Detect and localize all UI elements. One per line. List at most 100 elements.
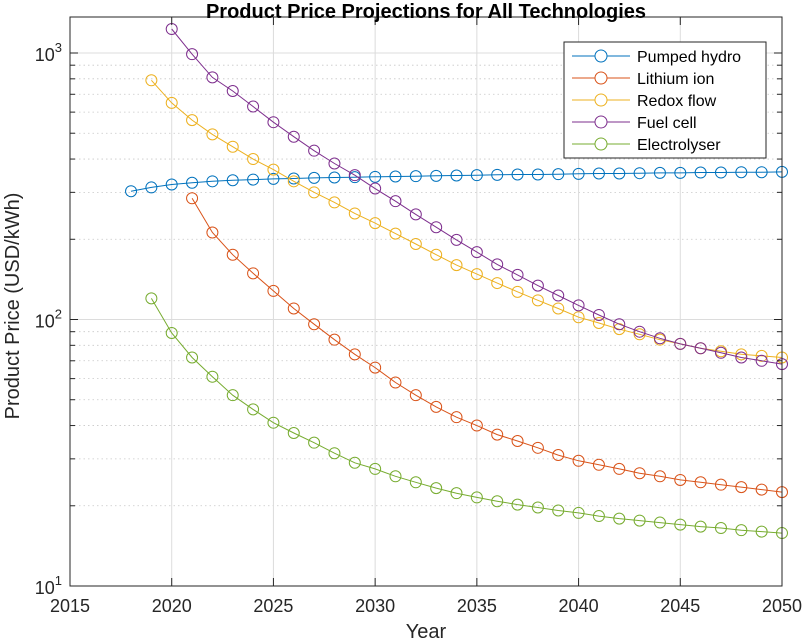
data-point: [572, 506, 585, 519]
data-point: [247, 173, 260, 186]
data-point: [531, 279, 544, 292]
data-point: [633, 514, 646, 527]
data-point: [592, 458, 605, 471]
series-line: [150, 298, 783, 534]
data-point: [735, 524, 748, 537]
data-point: [206, 128, 219, 141]
data-point: [348, 348, 361, 361]
data-point: [531, 501, 544, 514]
data-point: [653, 332, 666, 345]
data-point: [389, 170, 402, 183]
data-point: [206, 175, 219, 188]
y-tick-label: 102: [35, 307, 62, 332]
data-point: [308, 436, 321, 449]
data-point: [531, 168, 544, 181]
data-point: [145, 292, 158, 305]
data-point: [491, 277, 504, 290]
data-point: [653, 516, 666, 529]
data-point: [511, 268, 524, 281]
data-point: [470, 419, 483, 432]
ticks: 101 102 103 2015 2020 2025 2030 2035 2040 2045 205…: [35, 17, 802, 616]
data-point: [430, 221, 443, 234]
data-point: [633, 167, 646, 180]
data-point: [674, 473, 687, 486]
data-point: [409, 238, 422, 251]
data-point: [511, 285, 524, 298]
data-point: [714, 346, 727, 359]
data-point: [470, 169, 483, 182]
data-point: [653, 470, 666, 483]
data-point: [226, 248, 239, 261]
data-point: [389, 227, 402, 240]
data-point: [267, 116, 280, 129]
data-point: [592, 308, 605, 321]
data-point: [755, 525, 768, 538]
data-point: [328, 171, 341, 184]
data-point: [430, 248, 443, 261]
data-point: [430, 169, 443, 182]
data-point: [613, 512, 626, 525]
legend-marker: [594, 115, 608, 129]
data-point: [328, 196, 341, 209]
data-point: [247, 100, 260, 113]
x-tick-label: 2030: [355, 596, 395, 616]
data-point: [165, 178, 178, 191]
data-point: [186, 351, 199, 364]
data-point: [308, 171, 321, 184]
y-tick-label: 103: [35, 40, 62, 65]
x-tick-label: 2045: [660, 596, 700, 616]
data-point: [226, 174, 239, 187]
data-point: [755, 354, 768, 367]
data-point: [409, 389, 422, 402]
data-point: [165, 96, 178, 109]
data-point: [633, 467, 646, 480]
legend-marker: [594, 49, 608, 63]
data-point: [491, 258, 504, 271]
data-point: [552, 302, 565, 315]
data-point: [470, 268, 483, 281]
data-point: [552, 504, 565, 517]
legend-item: Pumped hydro: [572, 49, 741, 66]
data-point: [186, 192, 199, 205]
data-point: [531, 294, 544, 307]
legend: Pumped hydro Lithium ion Redox flow Fuel ce…: [563, 41, 767, 159]
data-point: [308, 144, 321, 157]
data-point: [145, 181, 158, 194]
y-axis-title: Product Price (USD/kWh): [2, 193, 24, 420]
data-point: [287, 302, 300, 315]
data-point: [613, 318, 626, 331]
data-point: [572, 311, 585, 324]
data-point: [592, 167, 605, 180]
data-point: [653, 166, 666, 179]
data-point: [369, 361, 382, 374]
data-point: [674, 166, 687, 179]
data-point: [348, 207, 361, 220]
data-point: [491, 495, 504, 508]
data-point: [694, 166, 707, 179]
series-line: [171, 28, 783, 365]
data-point: [287, 130, 300, 143]
legend-item: Electrolyser: [572, 137, 721, 154]
data-point: [226, 389, 239, 402]
legend-item: Redox flow: [572, 93, 717, 110]
data-point: [125, 185, 138, 198]
data-point: [694, 342, 707, 355]
legend-label: Redox flow: [637, 93, 717, 110]
data-point: [165, 326, 178, 339]
data-point: [755, 166, 768, 179]
data-point: [613, 167, 626, 180]
data-point: [450, 169, 463, 182]
data-point: [572, 167, 585, 180]
data-point: [531, 441, 544, 454]
data-point: [633, 325, 646, 338]
data-point: [267, 172, 280, 185]
legend-item: Lithium ion: [572, 71, 714, 88]
data-point: [735, 348, 748, 361]
data-point: [714, 522, 727, 535]
data-point: [226, 140, 239, 153]
data-point: [206, 370, 219, 383]
legend-label: Electrolyser: [637, 137, 721, 154]
data-point: [369, 217, 382, 230]
